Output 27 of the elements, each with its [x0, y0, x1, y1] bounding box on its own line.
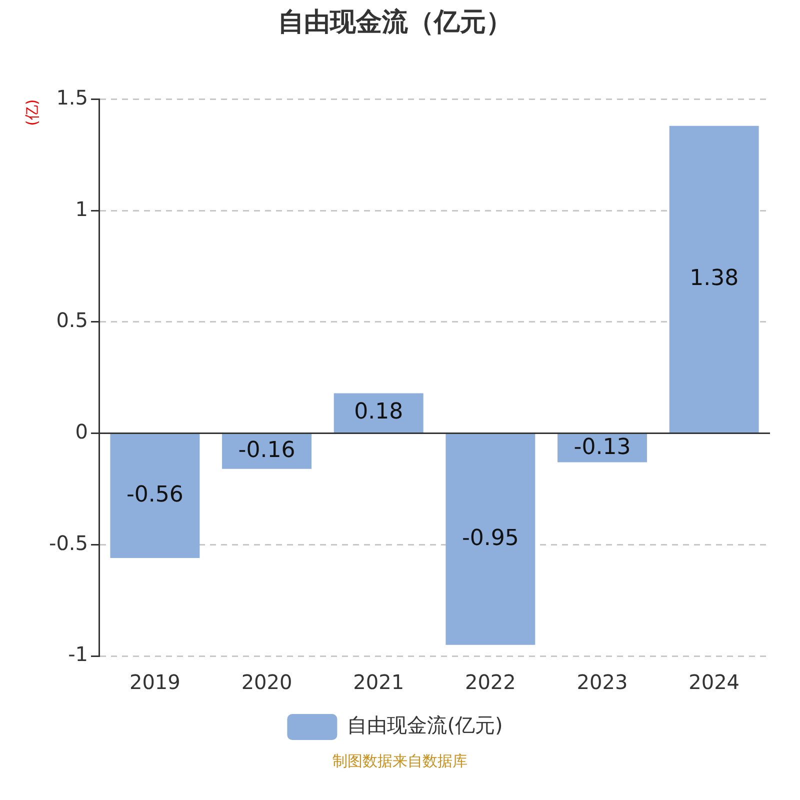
- x-tick-label: 2024: [688, 670, 740, 694]
- legend-label: 自由现金流(亿元): [347, 713, 503, 738]
- bar: [222, 434, 312, 469]
- x-tick-label: 2022: [464, 670, 516, 694]
- data-label: -0.95: [462, 526, 519, 552]
- data-label: -0.16: [238, 438, 296, 464]
- bar: [669, 126, 759, 433]
- bar: [334, 393, 424, 433]
- y-tick-label: -1: [68, 642, 88, 666]
- y-axis-title: (亿): [22, 99, 41, 126]
- bar: [446, 434, 536, 645]
- y-tick-label: 0: [75, 419, 88, 444]
- y-tick-label: 0.5: [56, 308, 88, 332]
- data-label: 1.38: [690, 266, 739, 291]
- y-tick-label: -0.5: [48, 530, 88, 555]
- data-label: -0.56: [126, 482, 184, 508]
- x-tick-label: 2020: [241, 670, 292, 694]
- x-tick-label: 2021: [353, 670, 404, 694]
- y-tick-label: 1: [75, 196, 88, 221]
- bar: [110, 434, 200, 558]
- y-tick-label: 1.5: [56, 85, 88, 110]
- data-label: 0.18: [354, 400, 404, 425]
- x-tick-label: 2023: [576, 670, 628, 694]
- x-tick-label: 2019: [129, 670, 180, 694]
- text: 制图数据来自数据库: [332, 752, 468, 771]
- chart-title: 自由现金流（亿元）: [278, 7, 512, 38]
- data-label: -0.13: [574, 434, 631, 460]
